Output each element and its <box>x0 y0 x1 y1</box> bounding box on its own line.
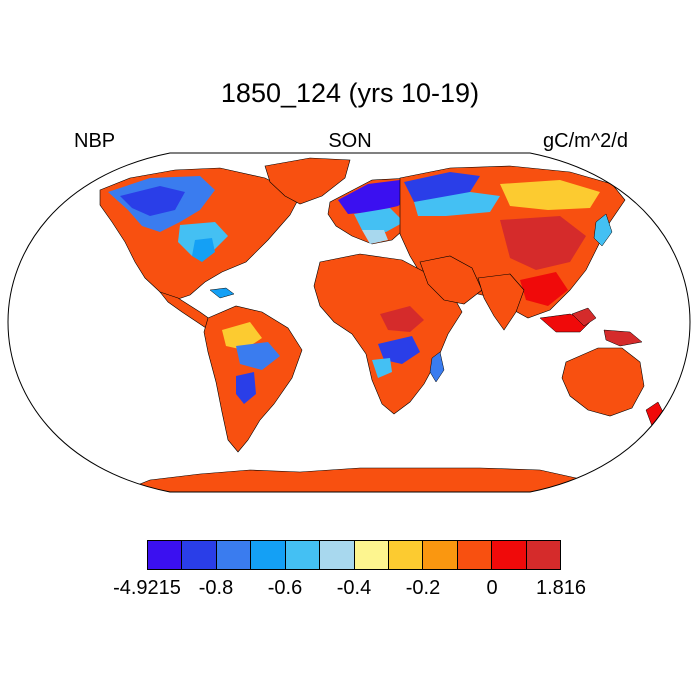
land-china-red <box>520 272 568 306</box>
colorbar-box <box>388 541 424 569</box>
units-label: gC/m^2/d <box>543 130 628 152</box>
season-label: SON <box>328 130 372 152</box>
colorbar-tick-label: 1.816 <box>535 577 587 599</box>
land-africa-south-cyan <box>372 358 392 378</box>
colorbar-box <box>457 541 493 569</box>
land-scandinavia-blue <box>338 180 412 214</box>
map-title: 1850_124 (yrs 10-19) <box>220 78 480 108</box>
land-australia <box>561 347 645 417</box>
land-greenland <box>264 157 351 205</box>
land-amazon-yellow <box>222 322 262 350</box>
land-caribbean <box>209 287 235 299</box>
colorbar-box <box>492 541 527 569</box>
colorbar-box <box>182 541 217 569</box>
colorbar-box <box>423 541 458 569</box>
land-arabia <box>419 255 483 305</box>
land-borneo <box>571 307 597 327</box>
colorbar-box <box>526 541 561 569</box>
land-siberia-yellow <box>500 180 600 210</box>
land-asia-red <box>500 216 586 270</box>
colorbar-box <box>320 541 355 569</box>
land-africa-central-red <box>380 306 424 332</box>
colorbar <box>147 540 561 570</box>
land-antarctica <box>119 467 611 492</box>
land-pampas-blue <box>236 372 256 404</box>
colorbar-tick-label: -0.2 <box>405 577 441 599</box>
land-new-guinea <box>603 329 643 347</box>
colorbar-tick-label: -0.6 <box>267 577 303 599</box>
colorbar-box <box>354 541 389 569</box>
land-europe-paleblue <box>362 230 388 244</box>
colorbar-tick-label: -0.8 <box>198 577 234 599</box>
land-europe-cyan <box>354 208 404 232</box>
land-japan <box>593 213 613 247</box>
colorbar-box <box>216 541 252 569</box>
colorbar-box <box>148 541 183 569</box>
land-us-east-blue <box>192 238 215 262</box>
land-siberia-cyan <box>414 192 500 216</box>
land-us-east-cyan <box>178 222 228 256</box>
colorbar-tick-label: 0 <box>486 577 498 599</box>
land-siberia-blue <box>404 172 480 202</box>
land-canada-deepblue <box>120 186 185 216</box>
land-amazon-blue <box>236 342 280 370</box>
colorbar-box <box>251 541 286 569</box>
land-india <box>477 273 525 331</box>
colorbar-tick-label: -4.9215 <box>113 577 181 599</box>
colorbar-tick-label: -0.4 <box>336 577 372 599</box>
land-africa-south-blue <box>378 336 420 364</box>
land-madagascar <box>429 351 445 383</box>
variable-label: NBP <box>74 130 116 152</box>
colorbar-box <box>285 541 321 569</box>
map-boundary <box>7 152 691 493</box>
